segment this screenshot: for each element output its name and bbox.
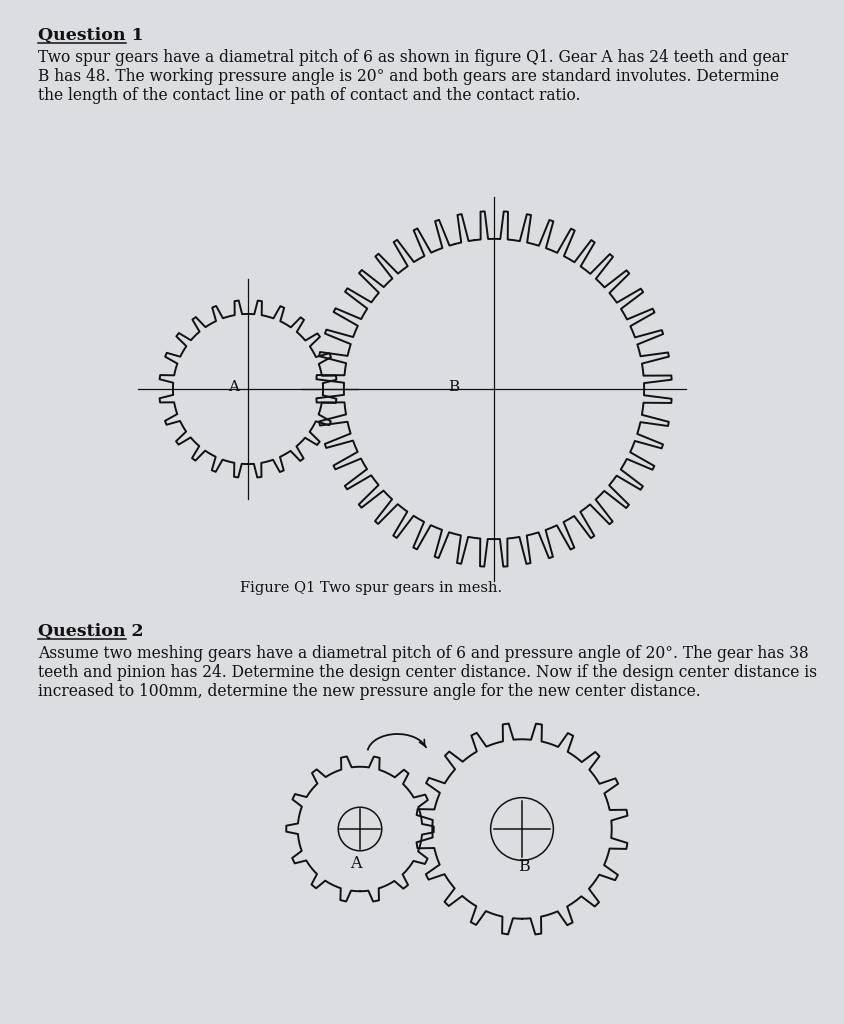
Text: A: A bbox=[349, 854, 361, 871]
Text: B: B bbox=[517, 858, 529, 874]
Text: Assume two meshing gears have a diametral pitch of 6 and pressure angle of 20°. : Assume two meshing gears have a diametra… bbox=[38, 645, 808, 662]
Text: the length of the contact line or path of contact and the contact ratio.: the length of the contact line or path o… bbox=[38, 87, 580, 104]
Text: Figure Q1 Two spur gears in mesh.: Figure Q1 Two spur gears in mesh. bbox=[240, 581, 501, 595]
Text: Question 1: Question 1 bbox=[38, 27, 143, 44]
Text: teeth and pinion has 24. Determine the design center distance. Now if the design: teeth and pinion has 24. Determine the d… bbox=[38, 664, 816, 681]
Text: B: B bbox=[448, 380, 459, 394]
Text: A: A bbox=[228, 380, 239, 394]
Text: Two spur gears have a diametral pitch of 6 as shown in figure Q1. Gear A has 24 : Two spur gears have a diametral pitch of… bbox=[38, 49, 787, 66]
Text: B has 48. The working pressure angle is 20° and both gears are standard involute: B has 48. The working pressure angle is … bbox=[38, 68, 778, 85]
Text: Question 2: Question 2 bbox=[38, 623, 143, 640]
Text: increased to 100mm, determine the new pressure angle for the new center distance: increased to 100mm, determine the new pr… bbox=[38, 683, 700, 700]
